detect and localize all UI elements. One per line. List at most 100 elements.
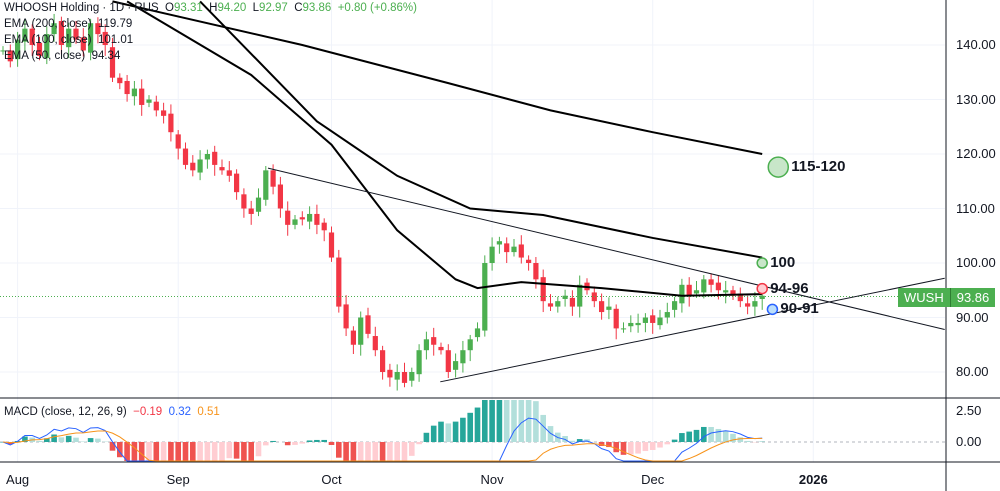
macd-histogram-bar xyxy=(737,437,744,442)
candle-down xyxy=(212,151,218,165)
ema-value: 94.34 xyxy=(91,50,121,62)
candle-up xyxy=(197,159,203,173)
candle-down xyxy=(569,297,575,307)
time-tick-label: Oct xyxy=(321,472,342,487)
macd-histogram-bar xyxy=(372,442,379,461)
candle-down xyxy=(686,284,692,296)
candle-down xyxy=(219,167,225,171)
macd-histogram-bar xyxy=(131,442,138,461)
ema50-legend[interactable]: EMA (50, close) 94.34 xyxy=(4,50,120,62)
candle-up xyxy=(66,28,72,48)
macd-histogram-bar xyxy=(518,400,525,442)
ema-label: EMA (200, close) xyxy=(4,18,92,30)
candle-down xyxy=(431,337,437,345)
candle-down xyxy=(241,194,247,209)
macd-histogram-bar xyxy=(503,400,510,442)
candle-up xyxy=(657,317,663,326)
macd-histogram-bar xyxy=(44,438,50,442)
annotation-marker xyxy=(767,156,790,178)
candle-down xyxy=(102,31,108,45)
macd-histogram-bar xyxy=(95,438,101,442)
candle-down xyxy=(715,282,721,291)
candle-up xyxy=(496,241,502,245)
ema100-legend[interactable]: EMA (100, close) 101.01 xyxy=(4,34,133,46)
macd-histogram-bar xyxy=(649,442,656,450)
macd-histogram-bar xyxy=(533,401,539,442)
candle-up xyxy=(620,328,627,330)
candle-up xyxy=(752,301,758,307)
macd-histogram-bar xyxy=(467,412,473,442)
candle-down xyxy=(153,101,159,111)
macd-histogram-bar xyxy=(87,438,94,442)
time-tick-label: 2026 xyxy=(798,472,828,487)
candle-down xyxy=(613,308,619,329)
macd-histogram-bar xyxy=(299,442,306,444)
price-tick-label: 120.00 xyxy=(956,146,996,161)
candle-down xyxy=(518,244,524,258)
candle-down xyxy=(95,23,101,35)
candle-down xyxy=(234,173,240,193)
candle-down xyxy=(29,28,35,45)
macd-histogram-bar xyxy=(576,439,583,442)
macd-legend[interactable]: MACD (close, 12, 26, 9) −0.19 0.32 0.51 xyxy=(4,406,220,418)
candle-up xyxy=(423,339,429,351)
macd-histogram-bar xyxy=(409,442,415,456)
candle-down xyxy=(175,134,181,149)
annotation-label: 94-96 xyxy=(770,279,809,297)
candle-down xyxy=(547,303,554,307)
macd-histogram-bar xyxy=(547,426,554,442)
macd-histogram-bar xyxy=(182,442,189,461)
candle-down xyxy=(372,336,378,351)
macd-histogram-bar xyxy=(715,428,722,442)
candle-down xyxy=(321,222,327,231)
macd-histogram-bar xyxy=(525,400,532,442)
macd-histogram-bar xyxy=(430,425,437,442)
candle-up xyxy=(88,23,94,53)
change-value: +0.80 (+0.86%) xyxy=(337,2,417,14)
macd-histogram-bar xyxy=(226,442,233,459)
macd-histogram-bar xyxy=(124,442,130,461)
macd-histogram-bar xyxy=(657,442,663,448)
macd-histogram-bar xyxy=(190,442,196,461)
macd-histogram-bar xyxy=(693,429,700,442)
macd-histogram-bar xyxy=(211,442,218,461)
macd-histogram-bar xyxy=(146,442,152,461)
candle-up xyxy=(664,312,670,318)
macd-histogram-bar xyxy=(606,442,612,448)
candle-up xyxy=(22,28,28,42)
annotation-marker xyxy=(766,303,779,316)
ema200-legend[interactable]: EMA (200, close) 119.79 xyxy=(4,18,132,30)
macd-histogram-bar xyxy=(722,430,729,442)
macd-histogram-bar xyxy=(350,442,357,461)
candle-down xyxy=(248,208,254,214)
candle-up xyxy=(679,284,685,304)
candle-down xyxy=(36,42,43,56)
ema100-line xyxy=(199,0,763,259)
candle-up xyxy=(44,34,50,59)
symbol-title: WHOOSH Holding · 1D · RUS xyxy=(4,2,159,14)
macd-histogram-bar xyxy=(168,442,174,461)
macd-histogram-bar xyxy=(460,417,466,442)
macd-histogram-bar xyxy=(416,442,422,445)
candle-down xyxy=(117,77,123,84)
candle-down xyxy=(7,50,13,62)
macd-histogram-bar xyxy=(343,442,349,461)
candle-up xyxy=(292,219,298,225)
macd-tick-label: 2.50 xyxy=(956,403,982,418)
macd-histogram-bar xyxy=(306,440,313,442)
macd-histogram-bar xyxy=(452,421,459,442)
macd-tick-label: 0.00 xyxy=(956,434,982,449)
price-tick-label: 80.00 xyxy=(956,364,989,379)
candle-down xyxy=(737,293,743,302)
candle-down xyxy=(58,21,64,45)
annotation-label: 115-120 xyxy=(791,158,846,176)
candle-up xyxy=(511,246,517,253)
macd-histogram-bar xyxy=(109,442,116,451)
macd-histogram-bar xyxy=(598,442,605,446)
candle-up xyxy=(562,295,568,299)
macd-histogram-bar xyxy=(635,442,641,454)
price-tick-label: 130.00 xyxy=(956,91,996,107)
candle-down xyxy=(380,350,386,372)
